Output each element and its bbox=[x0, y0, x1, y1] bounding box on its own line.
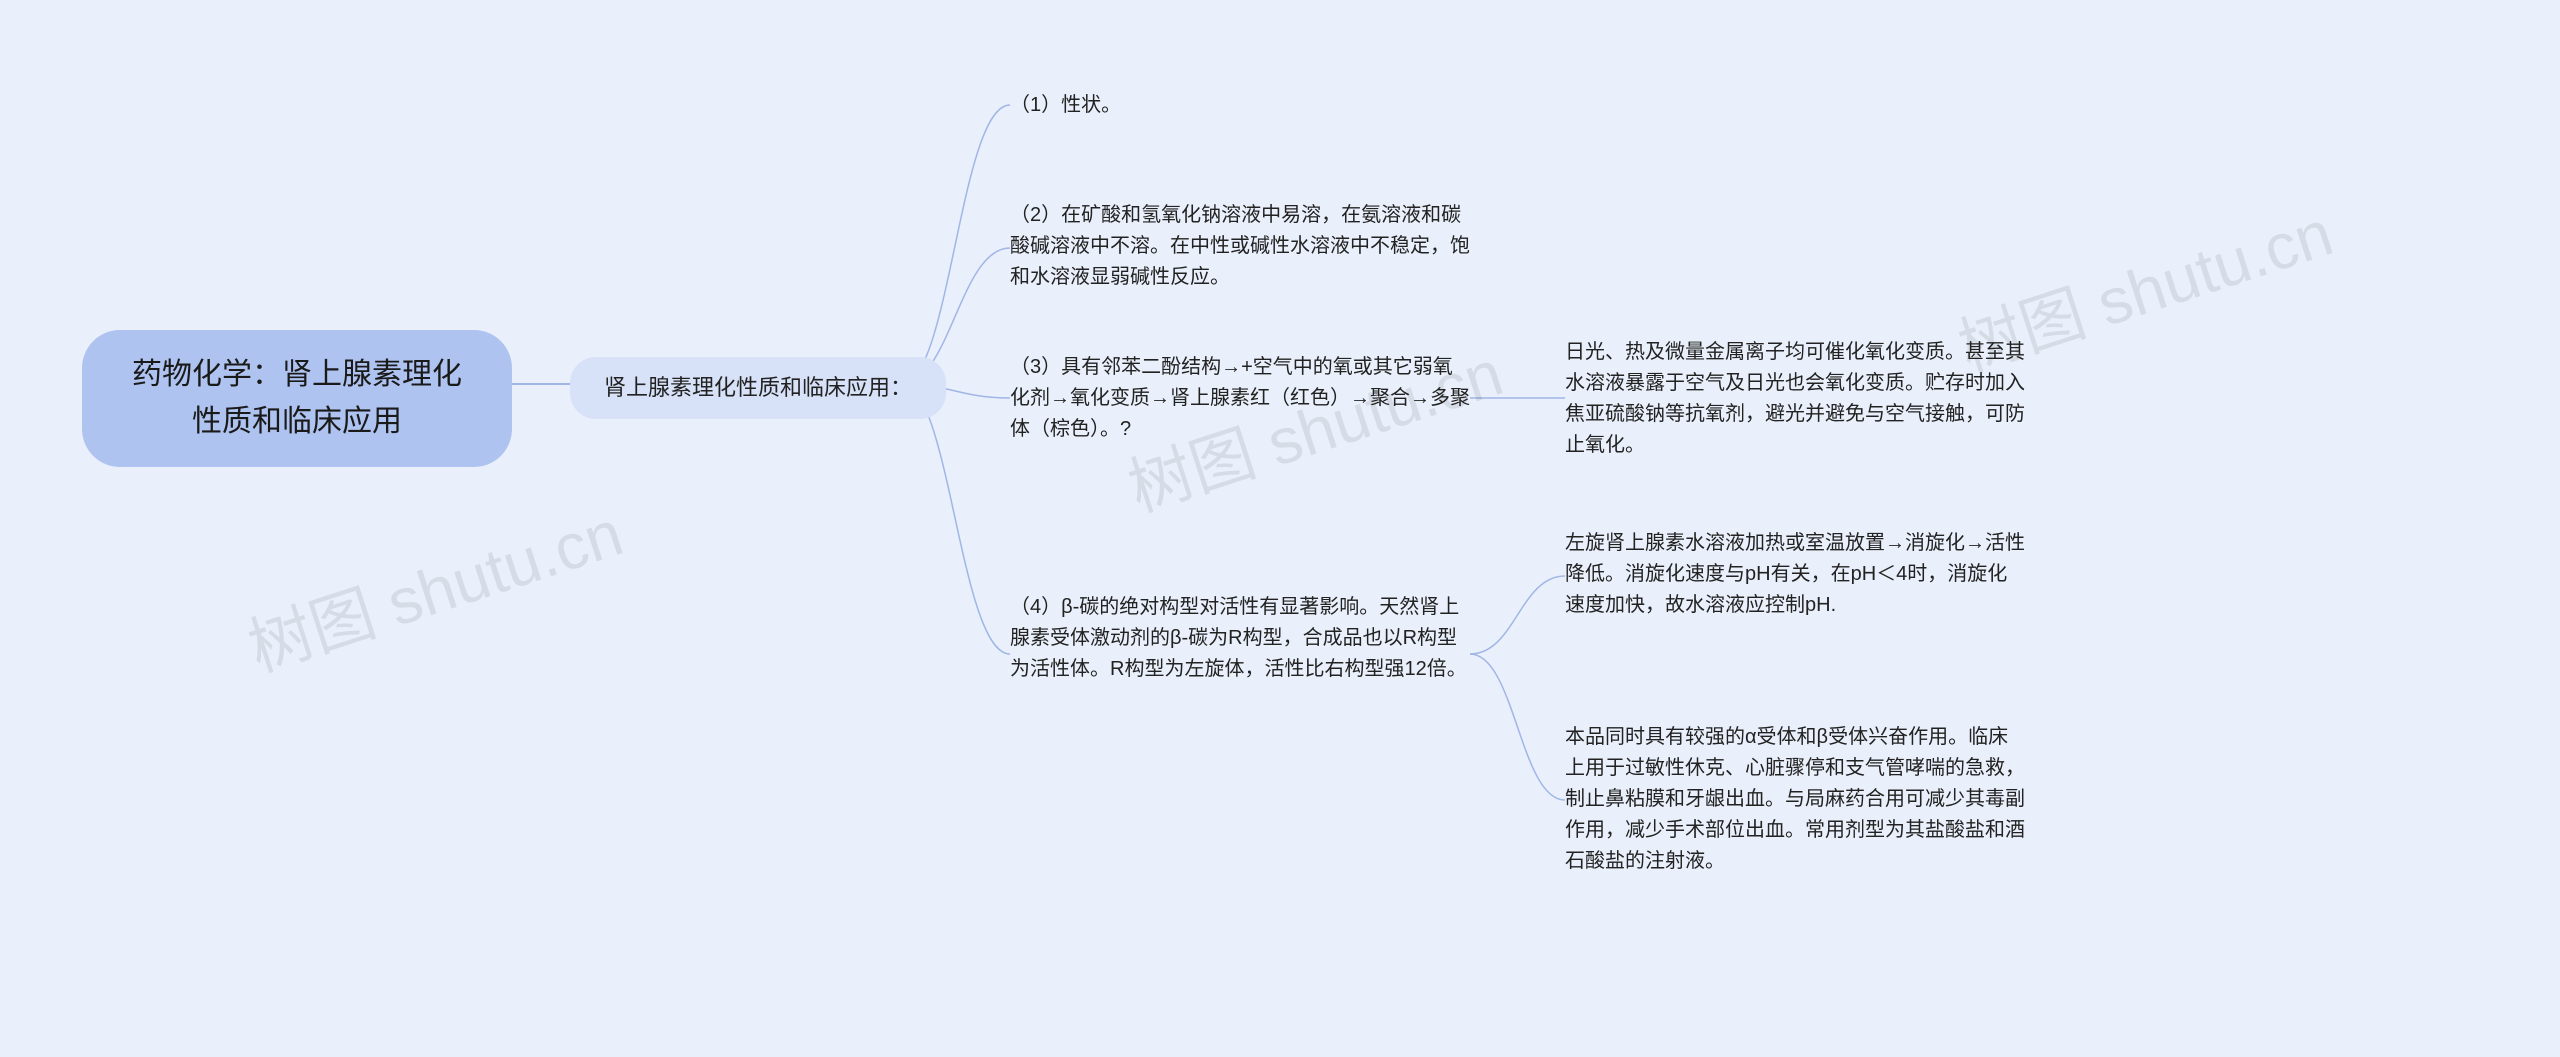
connector-lines bbox=[0, 0, 2560, 1057]
leaf-n3a[interactable]: 日光、热及微量金属离子均可催化氧化变质。甚至其水溶液暴露于空气及日光也会氧化变质… bbox=[1565, 337, 2025, 461]
level1-node[interactable]: 肾上腺素理化性质和临床应用： bbox=[570, 357, 946, 419]
leaf-n4[interactable]: （4）β-碳的绝对构型对活性有显著影响。天然肾上腺素受体激动剂的β-碳为R构型，… bbox=[1010, 592, 1470, 685]
leaf-n2[interactable]: （2）在矿酸和氢氧化钠溶液中易溶，在氨溶液和碳酸碱溶液中不溶。在中性或碱性水溶液… bbox=[1010, 200, 1470, 293]
leaf-n4b[interactable]: 本品同时具有较强的α受体和β受体兴奋作用。临床上用于过敏性休克、心脏骤停和支气管… bbox=[1565, 722, 2025, 877]
leaf-n4a[interactable]: 左旋肾上腺素水溶液加热或室温放置→消旋化→活性降低。消旋化速度与pH有关，在pH… bbox=[1565, 528, 2025, 621]
leaf-n1[interactable]: （1）性状。 bbox=[1010, 90, 1121, 121]
root-node[interactable]: 药物化学：肾上腺素理化 性质和临床应用 bbox=[82, 330, 512, 467]
leaf-n3[interactable]: （3）具有邻苯二酚结构→+空气中的氧或其它弱氧化剂→氧化变质→肾上腺素红（红色）… bbox=[1010, 352, 1470, 445]
level1-label: 肾上腺素理化性质和临床应用： bbox=[604, 375, 912, 400]
watermark: 树图 shutu.cn bbox=[235, 482, 632, 689]
root-line2: 性质和临床应用 bbox=[130, 399, 464, 446]
root-line1: 药物化学：肾上腺素理化 bbox=[130, 352, 464, 399]
